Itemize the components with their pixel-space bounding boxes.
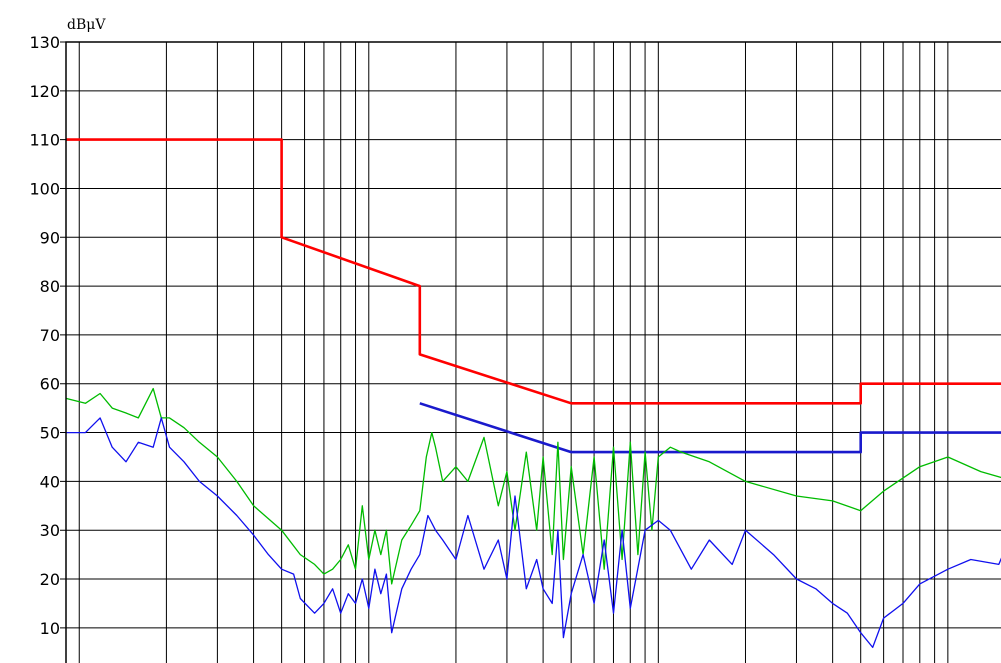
y-tick-label: 100 (29, 179, 60, 198)
y-tick-label: 110 (29, 131, 60, 150)
y-tick-label: 10 (40, 619, 60, 638)
series-line-limit-quasi-peak (66, 138, 1001, 405)
y-tick-label: 20 (40, 570, 60, 589)
series-line-limit-average (419, 402, 1001, 454)
series-line-measured-peak (65, 387, 1001, 585)
y-tick-label: 30 (40, 521, 60, 540)
y-tick-labels: 10 20 30 40 50 60 70 80 90 100 110 120 130 (29, 33, 60, 638)
y-axis-unit-label: dBμV (67, 17, 106, 33)
y-tick-label: 40 (40, 472, 60, 491)
y-tick-label: 130 (29, 33, 60, 52)
plot-frame (65, 41, 1001, 663)
y-tick-label: 120 (29, 82, 60, 101)
vertical-gridlines (78, 42, 949, 663)
y-tick-label: 90 (40, 228, 60, 247)
y-tick-label: 70 (40, 326, 60, 345)
series-line-measured-average (66, 417, 1001, 649)
y-tick-label: 80 (40, 277, 60, 296)
y-tick-label: 50 (40, 424, 60, 443)
y-tick-label: 60 (40, 375, 60, 394)
series-layer (65, 138, 1001, 649)
